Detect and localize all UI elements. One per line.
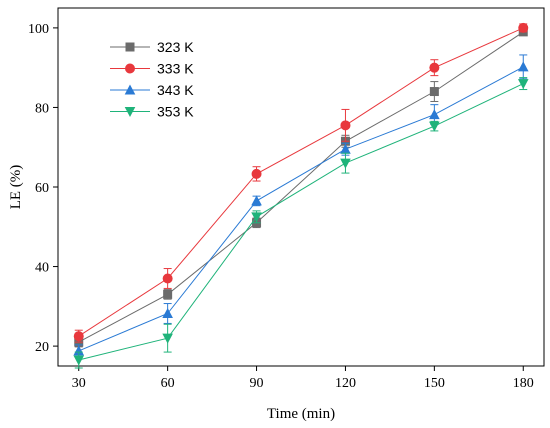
legend-marker	[124, 107, 136, 117]
legend-label: 353 K	[157, 104, 194, 120]
y-tick-label: 40	[35, 261, 49, 276]
data-point	[340, 120, 351, 131]
legend: 323 K 333 K 343 K 353 K	[110, 39, 194, 120]
x-tick-label: 30	[72, 376, 86, 391]
data-point	[251, 168, 262, 179]
legend-label: 343 K	[157, 82, 194, 98]
legend-marker	[125, 63, 135, 74]
series-line	[78, 83, 524, 361]
legend-entry: 323 K	[110, 39, 194, 55]
series-line	[78, 31, 524, 343]
data-point	[340, 158, 351, 169]
data-point	[340, 143, 351, 154]
data-point	[517, 61, 529, 72]
series-3	[73, 77, 529, 369]
legend-label: 333 K	[157, 61, 194, 77]
y-tick-label: 80	[35, 101, 49, 116]
y-axis-title: LE (%)	[8, 165, 24, 210]
x-tick-label: 180	[513, 376, 534, 391]
series-0	[74, 27, 528, 348]
data-point	[73, 345, 85, 356]
data-point	[251, 212, 262, 223]
y-tick-label: 60	[35, 181, 49, 196]
data-point	[162, 273, 173, 284]
legend-label: 323 K	[157, 39, 194, 55]
data-point	[517, 79, 529, 90]
series-2	[73, 54, 529, 358]
x-tick-label: 150	[424, 376, 445, 391]
data-point	[73, 331, 84, 342]
legend-marker	[125, 42, 135, 52]
x-tick-label: 60	[161, 376, 175, 391]
data-point	[251, 195, 262, 206]
legend-entry: 333 K	[110, 61, 194, 77]
data-point	[163, 289, 173, 299]
plot-frame	[57, 7, 545, 367]
x-tick-label: 90	[250, 376, 264, 391]
series-1	[73, 22, 529, 343]
data-point	[73, 355, 85, 366]
y-tick-label: 20	[35, 340, 49, 355]
legend-entry: 353 K	[110, 104, 194, 120]
data-point	[429, 109, 440, 120]
legend-marker	[124, 84, 136, 95]
axes: 30 60 90 120 150 180 20 40 60 80 100	[28, 22, 534, 391]
data-point	[429, 62, 440, 73]
data-point	[162, 307, 173, 318]
x-axis-title: Time (min)	[267, 406, 335, 422]
series-layer	[73, 22, 529, 369]
data-point	[429, 87, 439, 97]
x-tick-label: 120	[335, 376, 356, 391]
plot-area	[57, 7, 545, 367]
data-point	[162, 333, 173, 344]
data-point	[429, 121, 440, 132]
series-line	[78, 27, 524, 337]
y-tick-label: 100	[28, 22, 49, 37]
legend-entry: 343 K	[110, 82, 194, 98]
series-line	[78, 66, 524, 352]
data-point	[518, 22, 529, 33]
